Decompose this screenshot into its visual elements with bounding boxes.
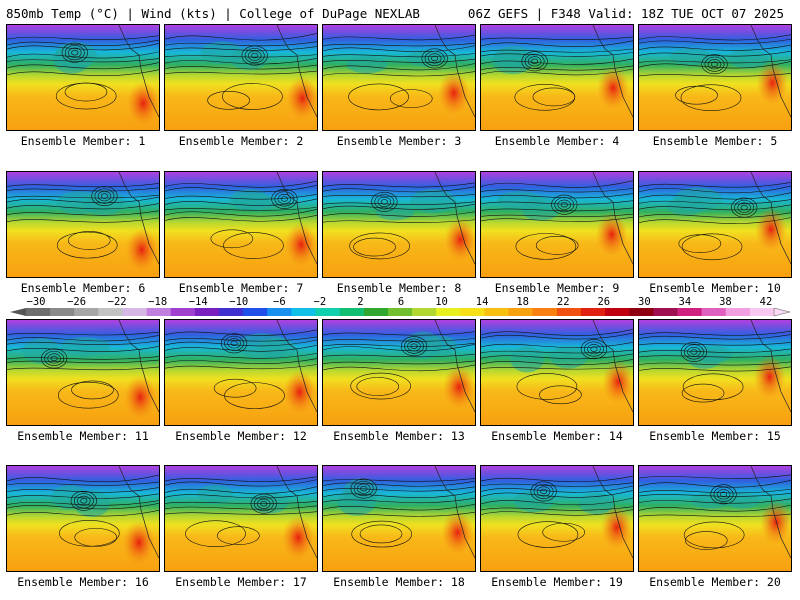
ensemble-map-panel (480, 465, 634, 572)
colorbar-swatch (267, 308, 292, 316)
colorbar-min-arrow (10, 308, 26, 316)
colorbar-swatch (50, 308, 75, 316)
ensemble-member-label: Ensemble Member: 9 (494, 281, 620, 295)
colorbar-tick-label: 6 (398, 296, 404, 308)
colorbar-swatch (532, 308, 558, 316)
colorbar-swatch (219, 308, 244, 316)
colorbar-swatch (412, 308, 437, 316)
colorbar-tick-label: 34 (679, 296, 692, 308)
colorbar-tick-label: −30 (27, 296, 46, 308)
colorbar-swatch (605, 308, 630, 316)
colorbar-tick-label: −2 (314, 296, 327, 308)
ensemble-map-panel (638, 171, 792, 278)
ensemble-member-label: Ensemble Member: 11 (17, 429, 149, 443)
colorbar-swatch (363, 308, 389, 316)
ensemble-member-label: Ensemble Member: 17 (175, 575, 307, 589)
colorbar-swatch (26, 308, 51, 316)
ensemble-member-label: Ensemble Member: 14 (491, 429, 623, 443)
ensemble-map-panel (480, 24, 634, 131)
ensemble-map-panel (322, 319, 476, 426)
ensemble-map-panel (638, 319, 792, 426)
ensemble-member-label: Ensemble Member: 8 (336, 281, 462, 295)
colorbar-swatch (556, 308, 582, 316)
ensemble-map-panel (164, 24, 318, 131)
ensemble-member-label: Ensemble Member: 16 (17, 575, 149, 589)
ensemble-map-panel (6, 171, 160, 278)
colorbar-swatch (74, 308, 99, 316)
colorbar-swatch (243, 308, 268, 316)
ensemble-member-label: Ensemble Member: 4 (494, 134, 620, 148)
colorbar-tick-label: −18 (148, 296, 167, 308)
colorbar-swatch (701, 308, 727, 316)
colorbar-swatch (291, 308, 317, 316)
temperature-colorbar: −30 −26 −22 −18 −14 −10 −6 −2 2 6 10 14 18 22 26 30 34 38… (10, 296, 791, 317)
ensemble-map-panel (164, 319, 318, 426)
colorbar-swatch (653, 308, 678, 316)
ensemble-map-panel (480, 171, 634, 278)
ensemble-member-label: Ensemble Member: 1 (20, 134, 146, 148)
ensemble-map-panel (6, 465, 160, 572)
colorbar-swatch (98, 308, 124, 316)
colorbar-swatch (460, 308, 485, 316)
model-run-info: 06Z GEFS | F348 Valid: 18Z TUE OCT 07 20… (467, 6, 784, 21)
colorbar-tick-label: −10 (229, 296, 248, 308)
colorbar-tick-label: 10 (435, 296, 448, 308)
colorbar-tick-label: 26 (597, 296, 610, 308)
colorbar-swatch (677, 308, 703, 316)
colorbar-tick-label: 18 (516, 296, 529, 308)
ensemble-map-panel (322, 465, 476, 572)
ensemble-member-label: Ensemble Member: 2 (178, 134, 304, 148)
colorbar-swatch (580, 308, 606, 316)
ensemble-member-label: Ensemble Member: 15 (649, 429, 781, 443)
ensemble-member-label: Ensemble Member: 6 (20, 281, 146, 295)
ensemble-map-panel (638, 24, 792, 131)
ensemble-map-panel (638, 465, 792, 572)
ensemble-map-panel (6, 24, 160, 131)
colorbar-tick-label: 30 (638, 296, 651, 308)
ensemble-map-panel (6, 319, 160, 426)
colorbar-tick-label: 2 (357, 296, 363, 308)
colorbar-swatch (725, 308, 751, 316)
colorbar-swatch (194, 308, 220, 316)
ensemble-member-label: Ensemble Member: 19 (491, 575, 623, 589)
ensemble-map-panel (164, 465, 318, 572)
colorbar-tick-label: −22 (108, 296, 127, 308)
colorbar-swatch (436, 308, 461, 316)
colorbar-swatch (122, 308, 148, 316)
ensemble-member-label: Ensemble Member: 13 (333, 429, 465, 443)
ensemble-map-panel (164, 171, 318, 278)
colorbar-swatch (749, 308, 775, 316)
colorbar-tick-label: −6 (273, 296, 286, 308)
ensemble-map-panel (322, 171, 476, 278)
colorbar-tick-label: −14 (189, 296, 208, 308)
colorbar-tick-label: 22 (557, 296, 570, 308)
colorbar-swatch (315, 308, 341, 316)
colorbar-tick-label: 42 (760, 296, 773, 308)
colorbar-swatch (508, 308, 534, 316)
ensemble-member-label: Ensemble Member: 10 (649, 281, 781, 295)
ensemble-map-panel (480, 319, 634, 426)
colorbar-swatch (629, 308, 654, 316)
ensemble-member-label: Ensemble Member: 12 (175, 429, 307, 443)
colorbar-swatch (387, 308, 413, 316)
ensemble-member-label: Ensemble Member: 18 (333, 575, 465, 589)
map-title: 850mb Temp (°C) | Wind (kts) | College o… (6, 6, 420, 21)
ensemble-map-panel (322, 24, 476, 131)
ensemble-member-label: Ensemble Member: 20 (649, 575, 781, 589)
colorbar-swatch (170, 308, 196, 316)
colorbar-tick-label: −26 (67, 296, 86, 308)
ensemble-member-label: Ensemble Member: 3 (336, 134, 462, 148)
colorbar-max-arrow (773, 307, 791, 317)
ensemble-member-label: Ensemble Member: 5 (652, 134, 778, 148)
colorbar-swatch (146, 308, 172, 316)
colorbar-tick-label: 14 (476, 296, 489, 308)
colorbar-swatch (339, 308, 365, 316)
colorbar-tick-label: 38 (719, 296, 732, 308)
colorbar-swatch (484, 308, 510, 316)
ensemble-member-label: Ensemble Member: 7 (178, 281, 304, 295)
